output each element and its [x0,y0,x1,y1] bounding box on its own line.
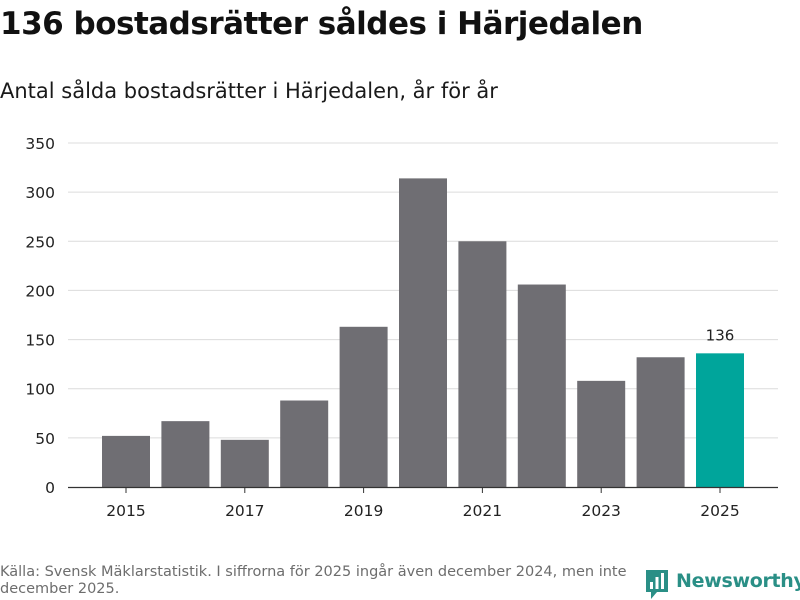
x-tick-label-2015: 2015 [106,502,145,520]
bar-chart: 0 50 100 150 200 250 300 350 2015 2017 2019 2021 202… [25,135,778,520]
newsworthy-logo-icon [646,570,668,599]
bar-2016 [161,421,210,487]
y-tick-label-0: 0 [45,479,55,497]
bar-2025 [696,353,744,487]
y-tick-label-200: 200 [25,282,55,300]
data-label-2025: 136 [706,326,735,344]
brand-name: Newsworthy [676,570,800,592]
x-tick-label-2023: 2023 [581,502,620,520]
bar-2023 [577,380,626,487]
chart-subtitle: Antal sålda bostadsrätter i Härjedalen, … [0,79,498,103]
bar-2021 [458,241,507,487]
chart-title: 136 bostadsrätter såldes i Härjedalen [0,6,643,42]
source-note: Källa: Svensk Mäklarstatistik. I siffror… [0,564,627,597]
x-tick-label-2019: 2019 [344,502,383,520]
bar-2017 [220,439,269,487]
x-tick-label-2025: 2025 [700,502,739,520]
y-tick-label-250: 250 [25,233,55,251]
bar-2020 [399,178,447,487]
bar-2019 [339,326,388,487]
x-tick-label-2021: 2021 [463,502,502,520]
y-tick-label-150: 150 [25,332,55,350]
bar-2018 [280,400,329,487]
y-tick-label-100: 100 [25,381,55,399]
y-tick-label-350: 350 [25,135,55,153]
y-tick-label-300: 300 [25,184,55,202]
y-tick-label-50: 50 [35,430,55,448]
bar-2015 [102,435,150,487]
bar-2022 [517,284,566,487]
x-tick-label-2017: 2017 [225,502,264,520]
bar-2024 [636,357,685,487]
brand-logo: Newsworthy [644,568,800,600]
